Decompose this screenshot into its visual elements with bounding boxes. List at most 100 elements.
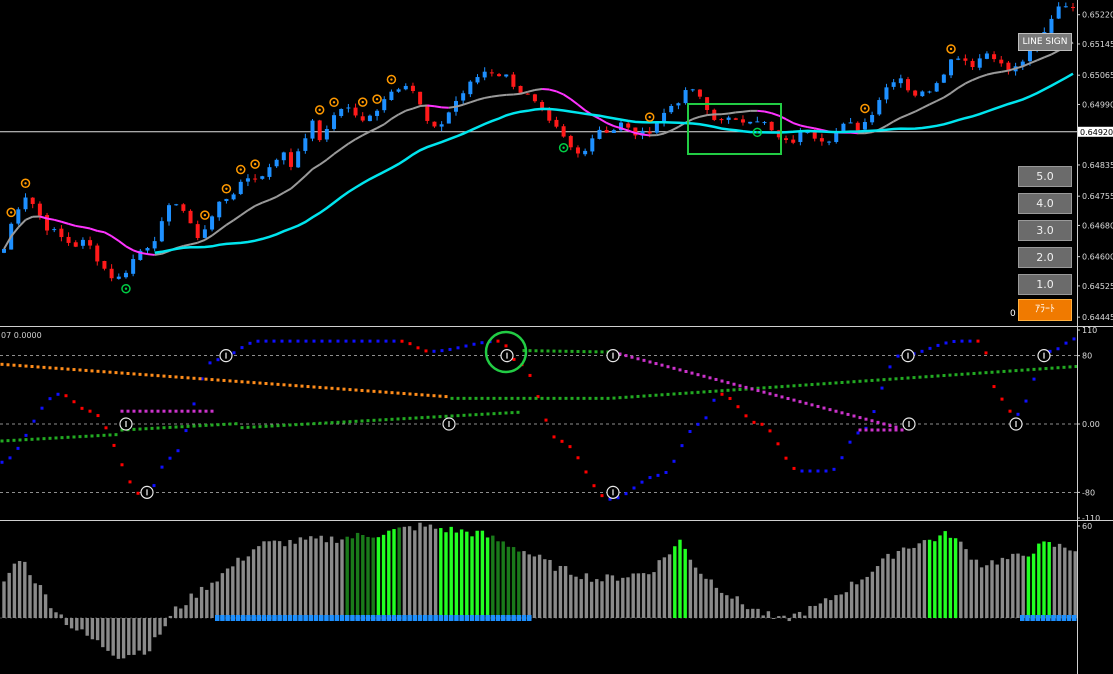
level-2-button[interactable]: 2.0: [1018, 247, 1072, 268]
histogram-bar: [215, 581, 219, 618]
histogram-bar: [699, 573, 703, 618]
histogram-bar: [829, 600, 833, 618]
level-4-button[interactable]: 4.0: [1018, 193, 1072, 214]
histogram-bar: [595, 579, 599, 618]
signal-green-dot: [108, 433, 112, 437]
candle-body: [281, 152, 286, 161]
histogram-bar: [147, 618, 152, 652]
signal-green-dot: [1044, 367, 1048, 371]
histogram-bar: [740, 604, 745, 618]
slow-ma-segment: [283, 187, 292, 194]
level-5-button[interactable]: 5.0: [1018, 166, 1072, 187]
signal-green-dot: [798, 383, 802, 387]
oscillator-dot: [536, 395, 540, 399]
slow-ma-segment: [53, 218, 62, 223]
signal-green-dot: [24, 438, 28, 442]
slow-ma-segment: [606, 122, 615, 127]
signal-green-dot: [1050, 366, 1054, 370]
trend-baseline-block: [386, 615, 392, 621]
oscillator-dot: [184, 429, 188, 433]
trend-baseline-block: [355, 615, 360, 621]
histogram-bar: [121, 618, 126, 659]
trend-baseline-block: [469, 615, 475, 621]
slow-ma-segment: [218, 224, 228, 231]
histogram-bar: [17, 561, 22, 618]
candle-body: [532, 94, 537, 102]
trend-baseline-block: [485, 615, 490, 621]
level-1-button[interactable]: 1.0: [1018, 274, 1072, 295]
signal-orange-dot: [48, 366, 52, 370]
trend-baseline-block: [438, 615, 444, 621]
slow-ma-segment: [570, 98, 579, 106]
signal-green-dot: [528, 349, 532, 353]
histogram-bar: [413, 530, 417, 618]
histogram-bar: [657, 560, 661, 618]
candle-body: [697, 89, 702, 97]
signal-green-dot: [828, 381, 832, 385]
histogram-bar: [309, 536, 313, 618]
signal-green-dot: [516, 410, 520, 414]
histogram-bar: [210, 582, 214, 618]
histogram-bar: [267, 541, 271, 618]
candle-body: [324, 129, 329, 140]
signal-green-dot: [90, 434, 94, 438]
signal-green-dot: [678, 392, 682, 396]
trend-baseline-block: [1025, 615, 1030, 621]
sell-signal-marker: [386, 74, 397, 85]
signal-magenta-dot: [654, 362, 658, 366]
slow-ma-segment: [577, 103, 586, 112]
trend-baseline-block: [371, 615, 376, 621]
signal-magenta-dot: [666, 365, 670, 369]
signal-orange-dot: [102, 370, 106, 374]
alert-button[interactable]: ｱﾗｰﾄ: [1018, 299, 1072, 321]
sell-signal-marker: [6, 207, 16, 218]
signal-magenta-dot: [648, 360, 652, 364]
trend-baseline-block: [443, 615, 449, 621]
histogram-bar: [324, 542, 329, 618]
histogram-bar: [28, 575, 32, 618]
price-tick-label: 0.64755: [1082, 192, 1113, 201]
oscillator-dot: [464, 344, 468, 348]
slow-ma-segment: [993, 70, 1002, 74]
oscillator-dot: [544, 418, 548, 422]
signal-green-dot: [582, 350, 586, 354]
slow-ma-segment: [764, 110, 772, 115]
histogram-bar: [834, 595, 838, 618]
line-sign-button[interactable]: LINE SIGN: [1018, 33, 1072, 51]
histogram-bar: [298, 537, 303, 618]
signal-green-dot: [96, 434, 100, 438]
slow-ma-segment: [1029, 59, 1038, 65]
signal-green-dot: [1008, 369, 1012, 373]
slow-ma-segment: [1051, 49, 1060, 56]
signal-green-dot: [972, 371, 976, 375]
histogram-bar: [584, 573, 589, 618]
signal-green-dot: [660, 393, 664, 397]
slow-ma-segment: [17, 219, 27, 229]
histogram-bar: [262, 541, 266, 618]
buy-signal-dot: [124, 287, 128, 290]
slow-ma-segment: [254, 201, 263, 207]
slow-ma-segment: [964, 79, 973, 85]
signal-green-dot: [840, 381, 844, 385]
oscillator-dot: [672, 459, 676, 463]
histogram-bar: [870, 571, 875, 618]
level-3-button[interactable]: 3.0: [1018, 220, 1072, 241]
slow-ma-segment: [427, 104, 435, 108]
oscillator-dot: [320, 339, 324, 343]
candle-body: [949, 59, 954, 76]
signal-green-dot: [666, 392, 670, 396]
histogram-bar: [787, 618, 791, 622]
histogram-bar: [693, 567, 698, 618]
signal-magenta-dot: [864, 428, 868, 432]
oscillator-dot: [32, 419, 36, 423]
candle-body: [145, 248, 150, 251]
candle-body: [611, 130, 616, 133]
oscillator-dot: [880, 386, 884, 390]
trend-baseline-block: [287, 615, 293, 621]
slow-ma-segment: [598, 117, 608, 124]
candle-body: [748, 121, 753, 124]
trend-baseline-block: [412, 615, 418, 621]
oscillator-dot: [856, 431, 860, 435]
histogram-bar: [428, 524, 433, 618]
histogram-bar: [491, 535, 495, 618]
